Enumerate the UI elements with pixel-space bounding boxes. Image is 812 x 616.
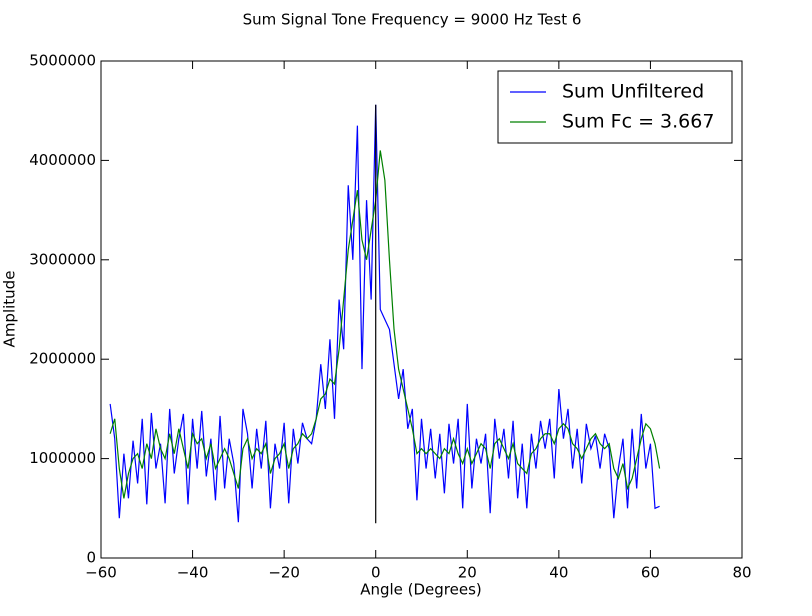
y-tick-label: 0 — [86, 549, 96, 567]
y-tick-label: 3000000 — [29, 250, 96, 268]
x-tick-label: −20 — [268, 564, 300, 582]
x-tick-label: 60 — [641, 564, 660, 582]
x-tick-label: −60 — [85, 564, 117, 582]
y-tick-label: 4000000 — [29, 151, 96, 169]
plot-frame — [100, 60, 743, 559]
legend-label: Sum Fc = 3.667 — [562, 111, 714, 133]
legend-label: Sum Unfiltered — [562, 81, 704, 103]
legend-box — [497, 70, 733, 144]
y-tick-label: 2000000 — [29, 350, 96, 368]
chart-title: Sum Signal Tone Frequency = 9000 Hz Test… — [243, 11, 582, 29]
x-tick-label: 40 — [549, 564, 568, 582]
y-tick-label: 5000000 — [29, 52, 96, 70]
data-line — [109, 104, 660, 523]
y-tick-label: 1000000 — [29, 449, 96, 467]
x-axis-label: Angle (Degrees) — [360, 581, 482, 599]
x-tick-label: 80 — [732, 564, 751, 582]
x-tick-label: −40 — [177, 564, 209, 582]
data-line — [109, 150, 661, 499]
x-tick-label: 0 — [371, 564, 381, 582]
x-tick-label: 20 — [458, 564, 477, 582]
y-axis-label: Amplitude — [1, 271, 19, 348]
